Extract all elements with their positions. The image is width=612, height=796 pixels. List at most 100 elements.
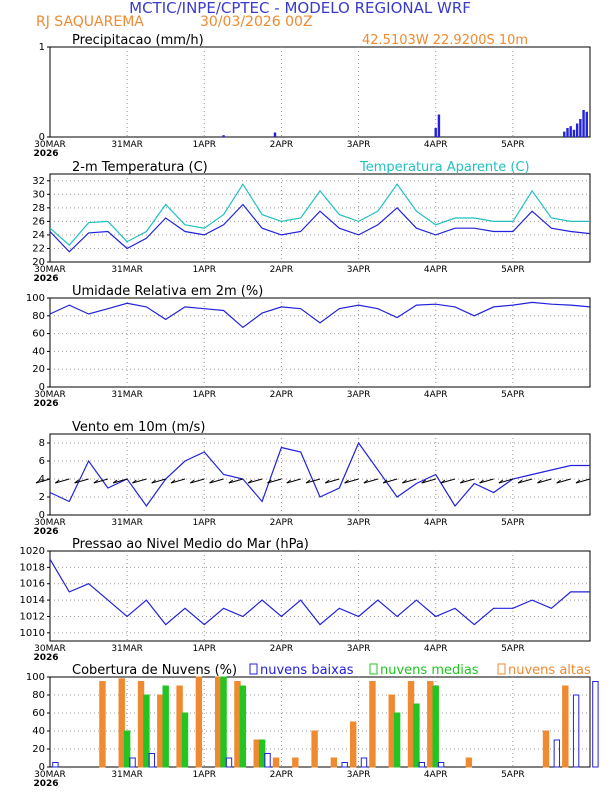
wind-barb [113,478,128,484]
cloud-bar [253,739,260,768]
y-tick-label: 6 [39,456,45,467]
x-tick-label: 30MAR [34,390,66,400]
precip-bar [572,129,576,137]
wind-barb [575,478,591,484]
y-tick-label: 1016 [20,579,45,590]
y-tick-label: 20 [32,257,45,268]
x-tick-label: 4APR [424,518,448,528]
y-tick-label: 24 [32,230,45,241]
cloud-bar [542,730,550,768]
cloud-bar [157,694,164,768]
x-tick-label: 4APR [424,265,448,275]
cloud-bar [195,676,203,768]
wind-barb [190,478,205,484]
cloud-bar [465,757,473,768]
wind-barb-head [382,479,388,484]
panel-frame [49,433,591,516]
wind-barb-head [170,479,176,484]
cloud-bar [407,681,415,768]
wind-barb [228,478,243,484]
y-tick-label: 4 [39,474,45,485]
x-tick-label: 2APR [270,140,294,150]
cloud-bar [129,757,136,768]
cloud-bar [341,762,348,768]
cloud-bar [311,730,318,768]
cloud-bar [572,694,580,768]
y-tick-label: 40 [32,726,45,737]
cloud-bar [162,685,169,768]
series-line [49,301,591,329]
wind-barb-head [228,479,234,484]
x-tick-label: 31MAR [111,518,143,528]
cloud-bar [220,676,227,768]
cloud-bar [592,681,599,768]
precip-bar [575,123,579,137]
wind-barb [518,478,533,484]
wind-barb-head [74,479,79,484]
cloud-bar [360,757,368,768]
series-line [49,203,591,253]
wind-barb-head [54,479,60,484]
wind-barb-head [132,479,137,484]
y-tick-label: 28 [32,203,45,214]
precip-bar [569,126,572,137]
y-tick-label: 1010 [20,628,45,639]
x-tick-label: 3APR [347,390,371,400]
cloud-bar [52,762,59,768]
cloud-bar [148,753,156,768]
cloud-bar [258,739,266,768]
x-tick-label: 3APR [347,770,371,780]
x-tick-label: 1APR [192,518,216,528]
wind-barb-head [498,479,504,484]
x-tick-sublabel: 2026 [33,779,58,789]
y-tick-label: 80 [32,690,45,701]
y-tick-label: 22 [32,243,45,254]
wind-barb [170,478,186,484]
legend-label: nuvens baixas [260,663,354,678]
x-tick-label: 30MAR [34,140,66,150]
y-tick-label: 100 [26,672,45,683]
x-tick-label: 4APR [424,770,448,780]
cloud-bar [437,762,445,768]
y-tick-label: 0 [39,382,45,393]
y-tick-label: 0 [39,132,45,143]
y-tick-label: 1018 [20,562,45,573]
cloud-bar [234,681,241,768]
wind-barb [267,478,282,484]
panel-title: Vento em 10m (m/s) [72,420,205,435]
y-tick-label: 60 [32,708,45,719]
x-tick-label: 3APR [347,518,371,528]
cloud-bar [214,676,222,768]
cloud-bar [264,753,271,768]
wind-barb-head [517,479,523,484]
x-tick-label: 1APR [192,770,216,780]
legend-swatch [249,663,258,675]
x-tick-label: 31MAR [111,140,143,150]
cloud-bar [369,681,376,768]
x-tick-label: 30MAR [34,518,66,528]
cloud-bar [123,730,131,768]
y-tick-label: 8 [39,438,45,449]
panel-frame [49,173,591,263]
x-tick-label: 5APR [501,770,525,780]
precip-bar [434,128,437,137]
wind-barb-head [93,479,99,484]
cloud-bar [393,712,401,768]
wind-barb [537,478,552,484]
wind-barb-head [286,479,292,484]
panel-title: Umidade Relativa em 2m (%) [72,284,263,299]
series-line [49,183,590,246]
x-tick-label: 5APR [501,390,525,400]
y-tick-label: 40 [32,346,45,357]
precip-bar [582,110,585,137]
cloud-bar [137,681,145,768]
legend-swatch [369,663,378,675]
y-tick-label: 80 [32,311,45,322]
wind-barb [286,478,301,484]
wind-barb-head [151,479,157,484]
wind-barb-head [402,479,407,484]
wind-barb [402,478,417,484]
